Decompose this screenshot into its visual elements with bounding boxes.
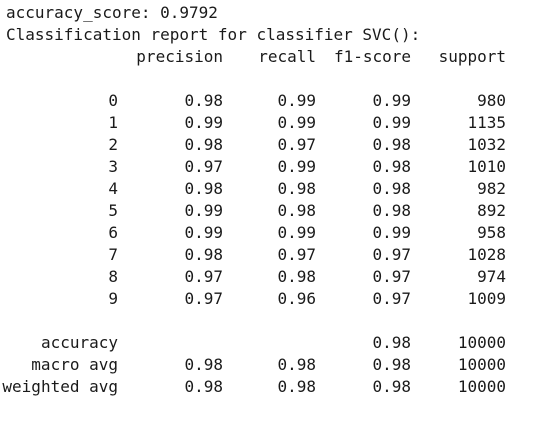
class-row-precision-cell: 0.98	[184, 91, 223, 110]
class-row-support-cell: 958	[477, 223, 506, 242]
class-row-f1-score-cell: 0.98	[372, 201, 411, 220]
class-row-f1-score-cell: 0.98	[372, 135, 411, 154]
summary-row-support-cell: 10000	[457, 377, 506, 396]
class-row-support-cell: 1028	[467, 245, 506, 264]
class-row-support-cell: 982	[477, 179, 506, 198]
summary-row-label-cell: macro avg	[31, 355, 118, 374]
class-row-recall-cell: 0.98	[277, 201, 316, 220]
summary-row-support-cell: 10000	[457, 333, 506, 352]
summary-row-precision-cell: 0.98	[184, 377, 223, 396]
class-row-label-cell: 0	[108, 91, 118, 110]
class-row-support-cell: 1010	[467, 157, 506, 176]
summary-row-label-cell: accuracy	[40, 333, 118, 352]
class-row-recall-cell: 0.99	[277, 91, 316, 110]
class-row-recall-cell: 0.98	[277, 267, 316, 286]
class-row-recall-cell: 0.99	[277, 113, 316, 132]
class-row-precision-cell: 0.99	[184, 223, 223, 242]
class-row-label-cell: 1	[108, 113, 118, 132]
class-row-precision-cell: 0.97	[184, 267, 223, 286]
class-row-support-cell: 1009	[467, 289, 506, 308]
class-row-support-cell: 980	[477, 91, 506, 110]
header-precision: precision	[136, 47, 223, 66]
class-row-label-cell: 2	[108, 135, 118, 154]
header-support: support	[438, 47, 506, 66]
class-row-f1-score-cell: 0.97	[372, 289, 411, 308]
class-row-recall-cell: 0.96	[277, 289, 316, 308]
class-row-recall-cell: 0.97	[277, 135, 316, 154]
class-row-label-cell: 5	[108, 201, 118, 220]
class-row-support-cell: 892	[477, 201, 506, 220]
class-row-recall-cell: 0.99	[277, 157, 316, 176]
class-row-f1-score-cell: 0.97	[372, 267, 411, 286]
summary-row-label-cell: weighted avg	[2, 377, 118, 396]
class-row-f1-score-cell: 0.99	[372, 223, 411, 242]
summary-row-recall-cell: 0.98	[277, 355, 316, 374]
class-row-label-cell: 8	[108, 267, 118, 286]
class-row-recall-cell: 0.97	[277, 245, 316, 264]
header-f1-score: f1-score	[333, 47, 411, 66]
class-row-f1-score-cell: 0.99	[372, 91, 411, 110]
class-row-precision-cell: 0.98	[184, 245, 223, 264]
accuracy-score-line: accuracy_score: 0.9792	[6, 3, 218, 22]
class-row-label-cell: 3	[108, 157, 118, 176]
summary-row-recall-cell: 0.98	[277, 377, 316, 396]
class-row-f1-score-cell: 0.98	[372, 179, 411, 198]
summary-row-f1-score-cell: 0.98	[372, 333, 411, 352]
summary-row-f1-score-cell: 0.98	[372, 377, 411, 396]
class-row-label-cell: 4	[108, 179, 118, 198]
class-row-recall-cell: 0.99	[277, 223, 316, 242]
class-row-support-cell: 974	[477, 267, 506, 286]
class-row-precision-cell: 0.99	[184, 113, 223, 132]
class-row-f1-score-cell: 0.97	[372, 245, 411, 264]
class-row-support-cell: 1135	[467, 113, 506, 132]
class-row-f1-score-cell: 0.99	[372, 113, 411, 132]
class-row-precision-cell: 0.98	[184, 179, 223, 198]
class-row-precision-cell: 0.98	[184, 135, 223, 154]
class-row-label-cell: 7	[108, 245, 118, 264]
summary-row-support-cell: 10000	[457, 355, 506, 374]
class-row-support-cell: 1032	[467, 135, 506, 154]
class-row-f1-score-cell: 0.98	[372, 157, 411, 176]
report-title-line: Classification report for classifier SVC…	[6, 25, 421, 44]
class-row-precision-cell: 0.97	[184, 289, 223, 308]
class-row-label-cell: 9	[108, 289, 118, 308]
class-row-precision-cell: 0.97	[184, 157, 223, 176]
header-recall: recall	[258, 47, 316, 66]
class-row-label-cell: 6	[108, 223, 118, 242]
summary-row-precision-cell: 0.98	[184, 355, 223, 374]
class-row-recall-cell: 0.98	[277, 179, 316, 198]
class-row-precision-cell: 0.99	[184, 201, 223, 220]
summary-row-f1-score-cell: 0.98	[372, 355, 411, 374]
